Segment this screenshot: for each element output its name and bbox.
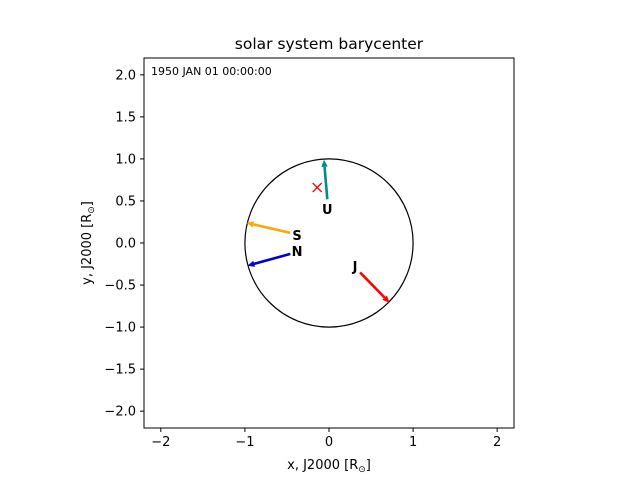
planet-arrowhead-n	[247, 260, 256, 267]
y-tick-label: −0.5	[104, 279, 136, 294]
planet-arrowhead-j	[382, 295, 390, 303]
planet-arrow-j	[359, 271, 386, 299]
planet-label-n: N	[292, 245, 303, 260]
y-tick-label: −1.5	[104, 363, 136, 378]
x-tick-label: −2	[151, 435, 170, 450]
planet-arrow-s	[253, 223, 291, 235]
x-tick-label: 2	[493, 435, 501, 450]
planet-arrow-u	[323, 166, 329, 200]
plot-marks: J S U N	[244, 158, 414, 328]
y-axis-ticks: −2.0 −1.5 −1.0 −0.5 0.0 0.5 1.0 1.5 2.0	[104, 68, 144, 420]
y-tick-label: 1.0	[115, 152, 136, 167]
planet-arrowhead-s	[246, 221, 255, 228]
x-tick-label: 0	[325, 435, 333, 450]
planet-label-u: U	[322, 203, 333, 218]
y-tick-label: 1.5	[115, 110, 136, 125]
timestamp-label: 1950 JAN 01 00:00:00	[151, 65, 272, 78]
y-tick-label: −1.0	[104, 321, 136, 336]
plot-area	[144, 58, 514, 428]
y-axis-label: y, J2000 [R⊙]	[80, 201, 97, 285]
y-axis-unit-symbol: ⊙	[87, 206, 97, 214]
y-axis-label-close: ]	[80, 201, 95, 206]
y-tick-label: 0.0	[115, 237, 136, 252]
x-axis-label-text: x, J2000 [R	[287, 458, 358, 473]
y-axis-label-text: y, J2000 [R	[80, 214, 95, 285]
barycenter-marker-stroke-b	[312, 182, 323, 193]
x-axis-unit-symbol: ⊙	[358, 465, 366, 475]
planet-arrowhead-u	[321, 159, 328, 167]
planet-label-s: S	[292, 229, 301, 244]
x-tick-label: −1	[235, 435, 254, 450]
x-axis-ticks: −2 −1 0 1 2	[151, 428, 501, 450]
x-axis-label-close: ]	[366, 458, 371, 473]
planet-arrow-n	[253, 252, 291, 266]
y-tick-label: 0.5	[115, 194, 136, 209]
y-tick-label: 2.0	[115, 68, 136, 83]
sun-circle	[244, 158, 414, 328]
planet-label-j: J	[352, 260, 358, 275]
x-tick-label: 1	[409, 435, 417, 450]
chart-title: solar system barycenter	[235, 35, 424, 53]
y-tick-label: −2.0	[104, 405, 136, 420]
x-axis-label: x, J2000 [R⊙]	[287, 458, 371, 475]
